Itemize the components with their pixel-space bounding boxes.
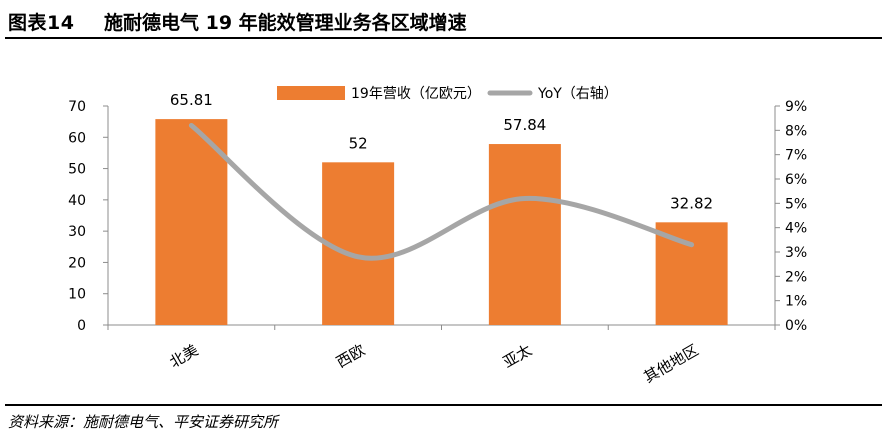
figure-header: 图表14 施耐德电气 19 年能效管理业务各区域增速 bbox=[0, 0, 882, 42]
x-category-label: 西欧 bbox=[333, 341, 368, 372]
bar bbox=[322, 162, 395, 325]
y-left-tick-label: 70 bbox=[68, 99, 86, 115]
figure-number: 图表14 bbox=[8, 12, 75, 34]
y-right-tick-label: 6% bbox=[785, 172, 807, 188]
y-right-tick-label: 1% bbox=[785, 294, 807, 310]
y-left-tick-label: 20 bbox=[68, 255, 86, 271]
y-right-tick-label: 5% bbox=[785, 196, 807, 212]
y-right-tick-label: 3% bbox=[785, 245, 807, 261]
figure-title: 施耐德电气 19 年能效管理业务各区域增速 bbox=[104, 12, 467, 34]
source-note: 资料来源：施耐德电气、平安证券研究所 bbox=[8, 413, 279, 431]
y-right-tick-label: 0% bbox=[785, 318, 807, 334]
y-right-tick-label: 7% bbox=[785, 148, 807, 164]
bar-data-label: 57.84 bbox=[503, 116, 546, 134]
top-rule bbox=[5, 37, 882, 39]
bottom-rule bbox=[5, 404, 882, 406]
bar bbox=[155, 119, 228, 326]
x-category-label: 其他地区 bbox=[641, 341, 702, 387]
bar bbox=[655, 222, 728, 325]
y-left-tick-label: 0 bbox=[77, 318, 86, 334]
y-right-tick-label: 2% bbox=[785, 269, 807, 285]
x-category-label: 北美 bbox=[166, 341, 201, 372]
y-left-tick-label: 60 bbox=[68, 130, 86, 146]
y-right-tick-label: 9% bbox=[785, 99, 807, 115]
bar-data-label: 32.82 bbox=[670, 194, 713, 212]
y-right-tick-label: 8% bbox=[785, 123, 807, 139]
y-left-tick-label: 50 bbox=[68, 162, 86, 178]
yoy-line bbox=[188, 122, 695, 261]
y-right-tick-label: 4% bbox=[785, 221, 807, 237]
legend-line-label: YoY（右轴） bbox=[537, 86, 618, 102]
bar-data-label: 65.81 bbox=[170, 91, 213, 109]
y-left-tick-label: 30 bbox=[68, 224, 86, 240]
bar bbox=[488, 144, 561, 325]
y-left-tick-label: 40 bbox=[68, 193, 86, 209]
x-category-label: 亚太 bbox=[500, 341, 535, 372]
legend-bar-label: 19年营收（亿欧元） bbox=[351, 86, 481, 102]
bar-data-label: 52 bbox=[349, 134, 368, 152]
y-left-tick-label: 10 bbox=[68, 287, 86, 303]
legend-bar-swatch bbox=[277, 86, 345, 100]
